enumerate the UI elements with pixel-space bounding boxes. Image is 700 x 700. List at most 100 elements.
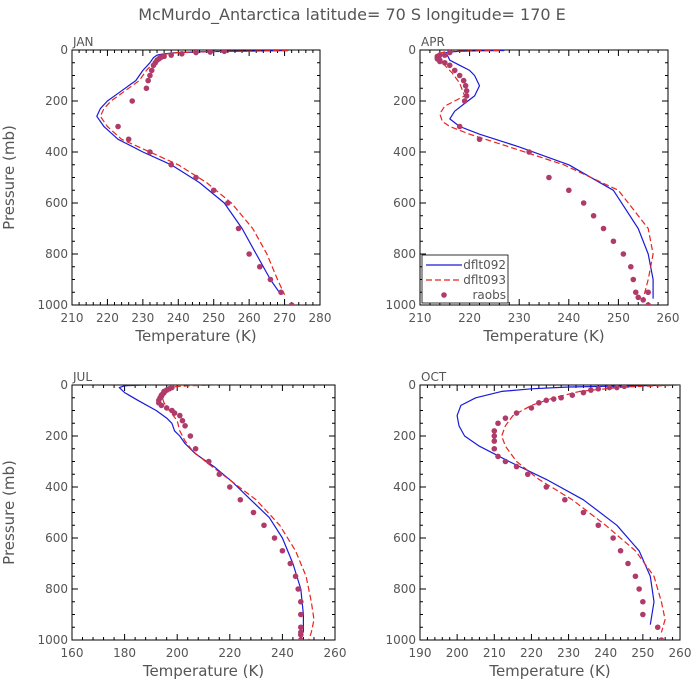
dflt093-line-jan: [99, 50, 289, 296]
raobs-point-oct: [495, 420, 501, 427]
raobs-point-jul: [158, 402, 165, 409]
raobs-point-apr: [456, 72, 463, 79]
x-axis-label-jan: Temperature (K): [134, 327, 256, 345]
y-tick-label-apr: 400: [393, 145, 416, 159]
raobs-point-apr: [635, 294, 642, 301]
x-tick-label-apr: 260: [657, 311, 680, 325]
raobs-point-apr: [437, 58, 443, 65]
legend-label-dflt092: dflt092: [463, 258, 506, 272]
raobs-point-jul: [182, 423, 188, 429]
raobs-point-jan: [143, 85, 150, 92]
raobs-point-jul: [279, 547, 286, 554]
legend-marker-raobs: [441, 292, 447, 298]
raobs-point-oct: [528, 405, 535, 411]
legend-box: [421, 254, 509, 304]
raobs-point-jul: [298, 637, 304, 640]
raobs-point-oct: [617, 547, 624, 554]
raobs-point-apr: [546, 174, 552, 181]
raobs-point-jul: [171, 410, 178, 416]
raobs-point-jul: [298, 632, 304, 638]
raobs-point-apr: [566, 187, 572, 194]
panel-label-oct: OCT: [421, 370, 447, 384]
raobs-point-jul: [298, 611, 304, 618]
raobs-point-apr: [600, 225, 607, 232]
y-tick-label-oct: 800: [393, 582, 416, 596]
legend-label-dflt093: dflt093: [463, 273, 506, 287]
raobs-point-jan: [145, 77, 151, 84]
x-tick-label-jan: 230: [131, 311, 154, 325]
y-tick-label-oct: 600: [393, 531, 416, 545]
x-tick-label-oct: 260: [669, 646, 692, 660]
y-axis-label-jul: Pressure (mb): [0, 460, 18, 565]
y-tick-label-oct: 200: [393, 429, 416, 443]
raobs-point-apr: [590, 212, 597, 219]
x-tick-label-apr: 210: [409, 311, 432, 325]
plot-area-oct: [456, 385, 680, 640]
raobs-point-jan: [246, 251, 252, 257]
x-tick-label-jan: 280: [309, 311, 332, 325]
x-tick-label-jan: 210: [61, 311, 84, 325]
raobs-point-apr: [628, 263, 634, 270]
raobs-point-jul: [187, 433, 194, 439]
raobs-point-oct: [658, 637, 665, 640]
raobs-point-jul: [250, 509, 257, 516]
raobs-point-jul: [179, 417, 186, 424]
y-tick-label-jul: 0: [60, 378, 68, 392]
x-tick-label-jul: 220: [218, 646, 241, 660]
raobs-point-jan: [168, 52, 174, 58]
y-tick-label-jul: 400: [45, 480, 68, 494]
raobs-point-apr: [580, 200, 587, 206]
x-tick-label-apr: 220: [458, 311, 481, 325]
raobs-point-oct: [543, 484, 550, 490]
raobs-point-jul: [216, 471, 223, 478]
raobs-point-oct: [632, 573, 639, 580]
raobs-point-apr: [476, 136, 483, 143]
y-tick-label-oct: 1000: [385, 633, 416, 647]
raobs-point-apr: [460, 77, 467, 84]
raobs-point-apr: [451, 67, 458, 74]
x-tick-label-jan: 260: [238, 311, 261, 325]
y-tick-label-jan: 600: [45, 196, 68, 210]
y-tick-label-oct: 0: [408, 378, 416, 392]
x-axis-label-oct: Temperature (K): [488, 662, 610, 680]
raobs-point-jul: [177, 412, 183, 419]
raobs-point-jan: [278, 289, 284, 296]
raobs-point-oct: [495, 453, 501, 460]
raobs-point-oct: [610, 535, 616, 541]
raobs-point-apr: [461, 98, 468, 104]
raobs-point-apr: [446, 50, 453, 56]
raobs-point-oct: [502, 458, 509, 465]
y-tick-label-jan: 0: [60, 43, 68, 57]
raobs-point-oct: [588, 387, 594, 393]
x-tick-label-oct: 250: [631, 646, 654, 660]
panel-jan: JAN 210 220 230 240 250 260 270 280 0 200 400 600 800…: [0, 35, 331, 345]
raobs-point-jan: [168, 161, 174, 168]
dflt092-line-oct: [456, 385, 673, 625]
raobs-point-jan: [210, 187, 217, 194]
x-axis-label-jul: Temperature (K): [142, 662, 264, 680]
y-tick-label-jan: 800: [45, 247, 68, 261]
raobs-point-jan: [129, 98, 136, 104]
plot-frame-jul: [71, 384, 336, 641]
x-tick-label-jul: 160: [61, 646, 84, 660]
raobs-point-oct: [580, 389, 587, 396]
raobs-point-apr: [640, 297, 646, 303]
raobs-point-oct: [621, 385, 628, 390]
raobs-point-oct: [502, 415, 509, 421]
x-tick-label-oct: 210: [483, 646, 506, 660]
y-tick-label-jul: 800: [45, 582, 68, 596]
raobs-point-jul: [292, 573, 299, 580]
panel-oct: OCT 190 200 210 220 230 240 250 260 0 200 400 600 800…: [385, 370, 691, 680]
raobs-point-apr: [632, 289, 639, 296]
y-tick-label-apr: 0: [408, 43, 416, 57]
raobs-point-jan: [147, 72, 153, 79]
x-tick-label-apr: 250: [607, 311, 630, 325]
x-tick-label-jan: 250: [202, 311, 225, 325]
x-axis-label-apr: Temperature (K): [482, 327, 604, 345]
x-tick-label-oct: 240: [594, 646, 617, 660]
raobs-point-oct: [595, 386, 602, 392]
raobs-point-apr: [645, 289, 651, 296]
raobs-point-apr: [463, 88, 470, 94]
raobs-point-jul: [271, 535, 278, 541]
